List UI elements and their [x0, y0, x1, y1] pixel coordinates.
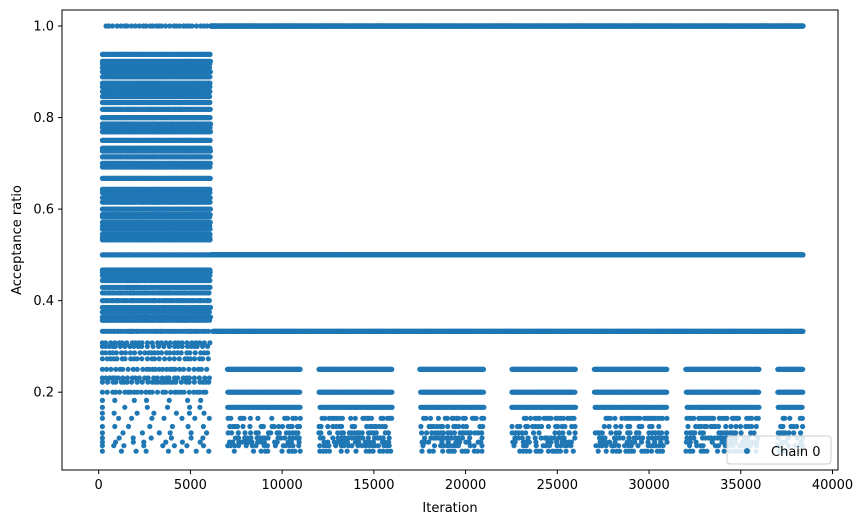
data-point — [207, 195, 213, 201]
data-point — [207, 199, 213, 205]
data-point — [207, 99, 213, 106]
data-point — [207, 88, 213, 95]
data-point — [143, 23, 149, 29]
data-point — [207, 115, 213, 121]
data-point — [136, 23, 142, 29]
data-point — [207, 129, 214, 135]
data-point — [124, 23, 130, 29]
data-point — [207, 214, 213, 220]
data-point — [207, 137, 213, 143]
data-point — [132, 23, 138, 29]
data-point — [207, 69, 213, 75]
data-point — [207, 74, 213, 80]
data-point — [176, 23, 183, 29]
data-point — [128, 23, 134, 29]
data-point — [109, 23, 116, 29]
data-point — [207, 206, 213, 212]
data-point — [118, 23, 124, 29]
data-point — [207, 51, 213, 58]
data-point — [207, 93, 213, 100]
data-point — [162, 23, 169, 29]
data-point — [193, 23, 199, 29]
data-point — [106, 23, 112, 29]
data-point — [207, 237, 213, 243]
data-point — [207, 154, 213, 160]
data-point — [167, 23, 173, 29]
data-point — [207, 190, 213, 196]
data-point — [189, 23, 195, 29]
scatter-points — [99, 23, 806, 454]
data-point — [114, 23, 120, 29]
data-point — [207, 148, 213, 154]
data-point — [207, 106, 213, 112]
data-point — [207, 175, 213, 181]
data-point — [207, 164, 213, 170]
data-point — [158, 23, 164, 29]
data-point — [204, 23, 210, 29]
data-point — [207, 226, 213, 232]
data-point — [207, 84, 213, 90]
